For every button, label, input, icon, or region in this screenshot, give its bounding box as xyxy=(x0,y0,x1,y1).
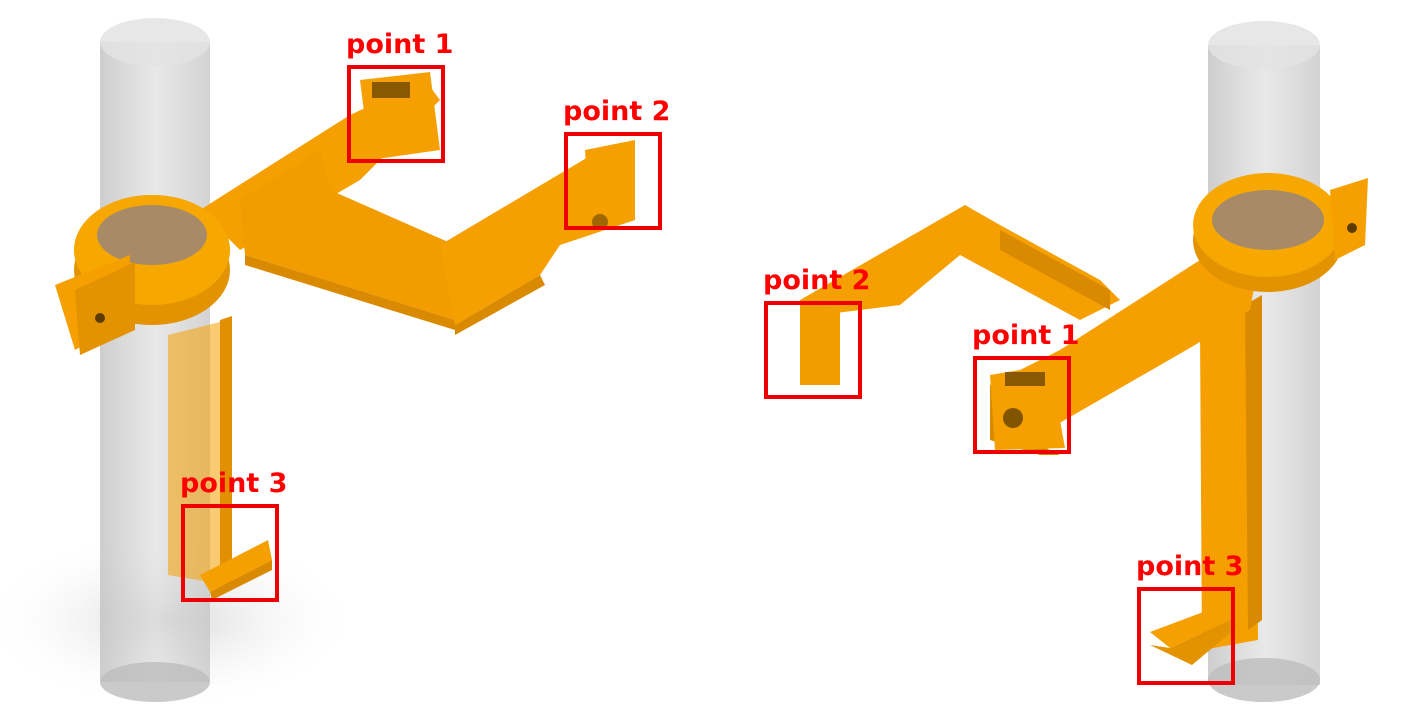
callout-label: point 1 xyxy=(972,320,1079,351)
callout-left-point-2: point 2 xyxy=(563,96,670,230)
callouts-left: point 1 point 2 point 3 xyxy=(180,29,670,602)
callout-box xyxy=(764,301,862,399)
callout-right-point-3: point 3 xyxy=(1136,551,1243,685)
callout-label: point 1 xyxy=(346,29,453,60)
callout-box xyxy=(347,65,445,163)
callout-right-point-2: point 2 xyxy=(763,265,870,399)
right-view xyxy=(800,21,1368,702)
callout-box xyxy=(564,132,662,230)
callout-box xyxy=(973,356,1071,454)
callout-box xyxy=(1137,587,1235,685)
callout-label: point 3 xyxy=(180,468,287,499)
callouts-right: point 2 point 1 point 3 xyxy=(763,265,1243,685)
callout-left-point-3: point 3 xyxy=(180,468,287,602)
callout-box xyxy=(181,504,279,602)
callout-left-point-1: point 1 xyxy=(346,29,453,163)
bracket-right xyxy=(800,173,1368,665)
callout-label: point 2 xyxy=(563,96,670,127)
bracket-left xyxy=(55,72,635,600)
left-view xyxy=(0,18,635,709)
callout-right-point-1: point 1 xyxy=(972,320,1079,454)
callout-label: point 2 xyxy=(763,265,870,296)
callout-label: point 3 xyxy=(1136,551,1243,582)
